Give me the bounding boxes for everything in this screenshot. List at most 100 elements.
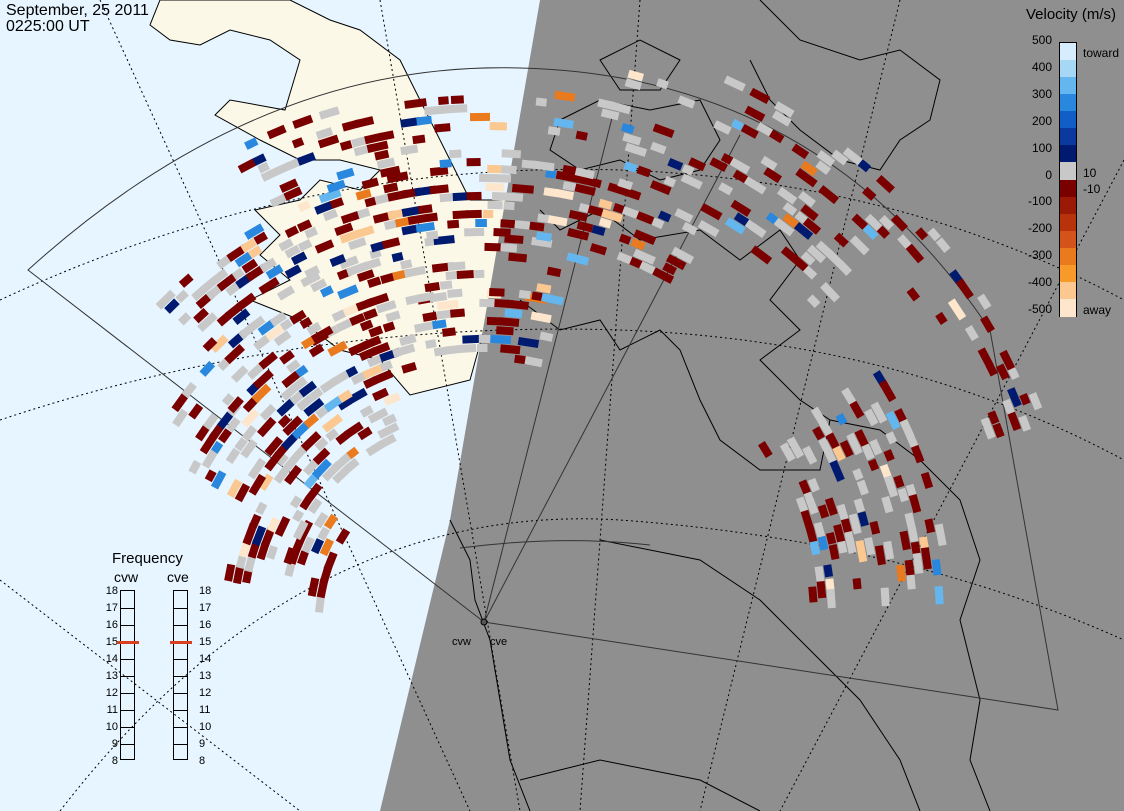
scatter-bin	[897, 487, 909, 503]
frequency-bar-cve	[173, 590, 188, 760]
scatter-bin	[864, 213, 883, 232]
scatter-bin	[317, 134, 340, 149]
scatter-bin	[376, 300, 397, 314]
frequency-label-right: 16	[199, 619, 212, 631]
scatter-bin	[439, 193, 453, 203]
scatter-bin	[817, 535, 829, 551]
scatter-bin	[800, 204, 819, 222]
scatter-bin	[511, 183, 535, 194]
scatter-bin	[234, 251, 253, 268]
scatter-bin	[359, 319, 374, 332]
frequency-cell	[121, 625, 134, 642]
scatter-bin	[367, 407, 389, 424]
scatter-bin	[807, 477, 820, 493]
scatter-bin	[469, 112, 491, 122]
scatter-bin	[362, 335, 382, 350]
scatter-bin	[908, 529, 919, 543]
scatter-bin	[401, 361, 417, 374]
scatter-bin	[744, 105, 766, 122]
scatter-bin	[314, 437, 329, 452]
scatter-bin	[356, 269, 375, 282]
scatter-bin	[279, 350, 295, 365]
scatter-bin	[815, 160, 832, 175]
scatter-bin	[193, 307, 209, 324]
scatter-bin	[545, 169, 557, 179]
scatter-bin	[429, 166, 449, 177]
scatter-bin	[301, 536, 315, 554]
scatter-bin	[364, 196, 377, 208]
scatter-bin	[202, 337, 218, 352]
scatter-bin	[723, 75, 746, 92]
scatter-bin	[252, 369, 274, 390]
frequency-label-left: 13	[105, 670, 118, 682]
scatter-bin	[251, 525, 267, 547]
scatter-bin	[920, 547, 932, 570]
scatter-bin	[999, 349, 1016, 372]
scatter-bin	[230, 365, 249, 383]
frequency-cell	[174, 727, 187, 744]
scatter-bin	[391, 252, 404, 263]
scatter-bin	[890, 214, 909, 232]
scatter-bin	[247, 457, 267, 480]
scatter-bin	[547, 215, 568, 227]
scatter-bin	[487, 200, 503, 210]
velocity-color-bin	[1060, 298, 1076, 317]
scatter-bin	[820, 282, 840, 303]
scatter-bin	[240, 438, 258, 459]
frequency-label-left: 17	[105, 602, 118, 614]
scatter-bin	[178, 273, 194, 288]
scatter-bin	[624, 142, 648, 157]
scatter-bin	[864, 537, 876, 556]
scatter-bin	[833, 232, 849, 248]
scatter-bin	[800, 251, 816, 266]
scatter-bin	[175, 289, 189, 304]
scatter-bin	[806, 244, 827, 264]
scatter-bin	[279, 178, 299, 193]
scatter-bin	[247, 245, 263, 259]
scatter-bin	[445, 344, 464, 355]
scatter-bin	[935, 311, 948, 325]
scatter-bin	[1018, 414, 1032, 432]
scatter-bin	[282, 415, 304, 436]
scatter-bin	[359, 257, 382, 272]
velocity-color-bin	[1060, 247, 1076, 266]
scatter-bin	[825, 578, 835, 591]
velocity-color-bin	[1060, 281, 1076, 300]
frequency-col-cve: cve	[167, 569, 189, 585]
scatter-bin	[651, 217, 665, 230]
scatter-bin	[483, 209, 494, 219]
scatter-bin	[337, 284, 359, 300]
scatter-bin	[575, 130, 588, 141]
scatter-bin	[630, 238, 646, 251]
scatter-bin	[977, 293, 992, 310]
scatter-bin	[357, 207, 371, 219]
velocity-legend-title: Velocity (m/s)	[1025, 6, 1116, 23]
scatter-bin	[842, 147, 865, 167]
scatter-bin	[281, 370, 301, 389]
scatter-bin	[280, 385, 297, 401]
scatter-bin	[238, 321, 258, 340]
scatter-bin	[266, 516, 280, 533]
scatter-bin	[172, 408, 189, 428]
frequency-label-right: 13	[199, 670, 212, 682]
scatter-bin	[517, 336, 540, 349]
scatter-bin	[412, 134, 426, 145]
scatter-bin	[295, 364, 309, 378]
scatter-bin	[306, 321, 322, 336]
scatter-bin	[368, 325, 384, 338]
scatter-bin	[345, 387, 368, 406]
scatter-bin	[466, 209, 482, 219]
frequency-label-left: 9	[111, 738, 118, 750]
scatter-bin	[372, 369, 394, 385]
velocity-color-bin	[1060, 213, 1076, 232]
scatter-bin	[812, 426, 825, 441]
scatter-bin	[977, 347, 994, 368]
scatter-bin	[284, 225, 300, 238]
scatter-bin	[244, 223, 265, 240]
scatter-bin	[567, 227, 590, 241]
velocity-away-label: away	[1083, 303, 1112, 317]
scatter-bin	[532, 160, 555, 172]
scatter-bin	[632, 248, 656, 265]
scatter-bin	[906, 574, 916, 590]
scatter-bin	[450, 95, 464, 105]
